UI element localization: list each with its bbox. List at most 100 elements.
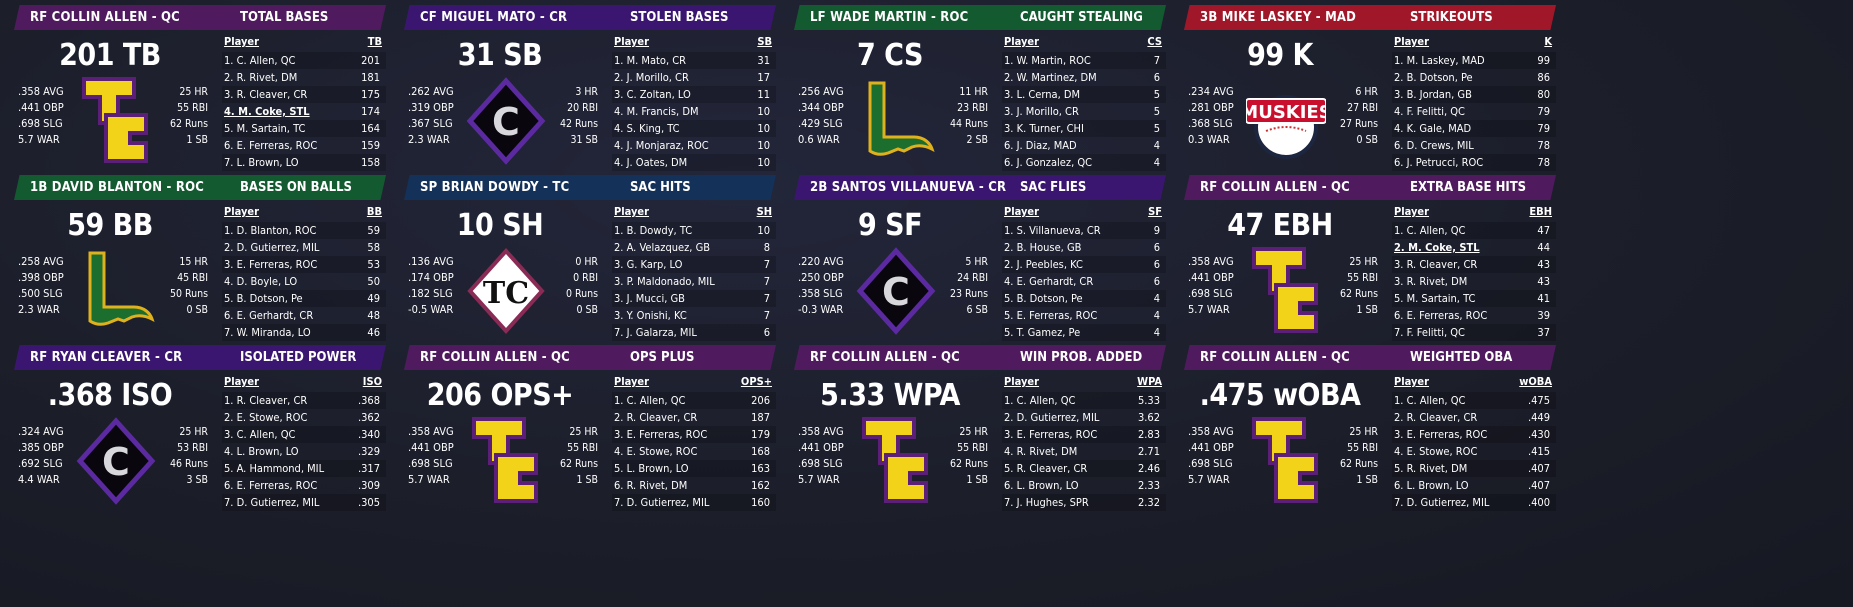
table-row[interactable]: 6. D. Crews, MIL 78 (1392, 137, 1556, 154)
table-row[interactable]: 6. E. Gerhardt, CR 48 (222, 307, 386, 324)
table-row[interactable]: 7. W. Miranda, LO 46 (222, 324, 386, 341)
table-row[interactable]: 3. E. Ferreras, ROC 53 (222, 256, 386, 273)
table-row[interactable]: 1. C. Allen, QC .475 (1392, 392, 1556, 409)
table-row[interactable]: 4. F. Felitti, QC 79 (1392, 103, 1556, 120)
table-row[interactable]: 7. D. Gutierrez, MIL .305 (222, 494, 386, 511)
table-row[interactable]: 7. L. Brown, LO 158 (222, 154, 386, 171)
table-row[interactable]: 3. R. Cleaver, CR 175 (222, 86, 386, 103)
table-row[interactable]: 1. C. Allen, QC 201 (222, 52, 386, 69)
table-row[interactable]: 4. D. Boyle, LO 50 (222, 273, 386, 290)
table-row[interactable]: 4. J. Monjaraz, ROC 10 (612, 137, 776, 154)
leader-card[interactable]: RF COLLIN ALLEN - QC TOTAL BASES 201 TB … (0, 0, 390, 171)
table-row[interactable]: 2. J. Morillo, CR 17 (612, 69, 776, 86)
table-row[interactable]: 3. R. Rivet, DM 43 (1392, 273, 1556, 290)
leader-card[interactable]: CF MIGUEL MATO - CR STOLEN BASES 31 SB .… (390, 0, 780, 171)
table-row[interactable]: 5. B. Dotson, Pe 49 (222, 290, 386, 307)
table-row[interactable]: 4. K. Gale, MAD 79 (1392, 120, 1556, 137)
table-row[interactable]: 5. B. Dotson, Pe 4 (1002, 290, 1166, 307)
table-row[interactable]: 1. M. Laskey, MAD 99 (1392, 52, 1556, 69)
leader-card[interactable]: 3B MIKE LASKEY - MAD STRIKEOUTS 99 K .23… (1170, 0, 1560, 171)
table-row[interactable]: 2. B. Dotson, Pe 86 (1392, 69, 1556, 86)
table-row[interactable]: 1. S. Villanueva, CR 9 (1002, 222, 1166, 239)
table-row[interactable]: 2. D. Gutierrez, MIL 3.62 (1002, 409, 1166, 426)
table-row[interactable]: 2. B. House, GB 6 (1002, 239, 1166, 256)
table-row[interactable]: 5. L. Brown, LO 163 (612, 460, 776, 477)
table-row[interactable]: 2. R. Cleaver, CR 187 (612, 409, 776, 426)
leader-card[interactable]: RF COLLIN ALLEN - QC EXTRA BASE HITS 47 … (1170, 170, 1560, 341)
table-row[interactable]: 1. M. Mato, CR 31 (612, 52, 776, 69)
table-row[interactable]: 5. E. Ferreras, ROC 4 (1002, 307, 1166, 324)
leader-card[interactable]: SP BRIAN DOWDY - TC SAC HITS 10 SH .136 … (390, 170, 780, 341)
table-row[interactable]: 2. W. Martinez, DM 6 (1002, 69, 1166, 86)
table-row[interactable]: 4. S. King, TC 10 (612, 120, 776, 137)
table-row[interactable]: 2. M. Coke, STL 44 (1392, 239, 1556, 256)
table-row[interactable]: 3. Y. Onishi, KC 7 (612, 307, 776, 324)
table-row[interactable]: 7. D. Gutierrez, MIL .400 (1392, 494, 1556, 511)
table-row[interactable]: 1. D. Blanton, ROC 59 (222, 222, 386, 239)
table-row[interactable]: 2. R. Rivet, DM 181 (222, 69, 386, 86)
table-row[interactable]: 3. C. Allen, QC .340 (222, 426, 386, 443)
table-row[interactable]: 3. B. Jordan, GB 80 (1392, 86, 1556, 103)
table-row[interactable]: 6. L. Brown, LO 2.33 (1002, 477, 1166, 494)
table-row[interactable]: 3. E. Ferreras, ROC 179 (612, 426, 776, 443)
table-row[interactable]: 2. R. Cleaver, CR .449 (1392, 409, 1556, 426)
table-row[interactable]: 1. W. Martin, ROC 7 (1002, 52, 1166, 69)
table-row[interactable]: 3. K. Turner, CHI 5 (1002, 120, 1166, 137)
table-row[interactable]: 5. A. Hammond, MIL .317 (222, 460, 386, 477)
leader-card[interactable]: 1B DAVID BLANTON - ROC BASES ON BALLS 59… (0, 170, 390, 341)
stat-category: SAC HITS (630, 180, 691, 195)
table-row[interactable]: 5. R. Cleaver, CR 2.46 (1002, 460, 1166, 477)
table-row[interactable]: 4. L. Brown, LO .329 (222, 443, 386, 460)
counting-stat: 53 RBI (177, 442, 208, 454)
leader-card[interactable]: RF COLLIN ALLEN - QC WEIGHTED OBA .475 w… (1170, 340, 1560, 511)
table-row[interactable]: 2. A. Velazquez, GB 8 (612, 239, 776, 256)
table-row[interactable]: 4. M. Francis, DM 10 (612, 103, 776, 120)
table-row[interactable]: 4. E. Stowe, ROC 168 (612, 443, 776, 460)
leader-card[interactable]: RF COLLIN ALLEN - QC WIN PROB. ADDED 5.3… (780, 340, 1170, 511)
table-row[interactable]: 7. J. Hughes, SPR 2.32 (1002, 494, 1166, 511)
leader-card[interactable]: RF RYAN CLEAVER - CR ISOLATED POWER .368… (0, 340, 390, 511)
table-row[interactable]: 1. C. Allen, QC 206 (612, 392, 776, 409)
table-row[interactable]: 4. E. Stowe, ROC .415 (1392, 443, 1556, 460)
table-row[interactable]: 6. J. Gonzalez, QC 4 (1002, 154, 1166, 171)
table-row[interactable]: 6. E. Ferreras, ROC 159 (222, 137, 386, 154)
table-row[interactable]: 6. J. Petrucci, ROC 78 (1392, 154, 1556, 171)
table-row[interactable]: 1. C. Allen, QC 47 (1392, 222, 1556, 239)
table-row[interactable]: 4. J. Oates, DM 10 (612, 154, 776, 171)
table-row[interactable]: 5. M. Sartain, TC 164 (222, 120, 386, 137)
table-row[interactable]: 6. L. Brown, LO .407 (1392, 477, 1556, 494)
table-row[interactable]: 4. R. Rivet, DM 2.71 (1002, 443, 1166, 460)
table-row[interactable]: 3. P. Maldonado, MIL 7 (612, 273, 776, 290)
table-row[interactable]: 3. J. Morillo, CR 5 (1002, 103, 1166, 120)
table-row[interactable]: 2. E. Stowe, ROC .362 (222, 409, 386, 426)
table-row[interactable]: 3. C. Zoltan, LO 11 (612, 86, 776, 103)
table-row[interactable]: 1. B. Dowdy, TC 10 (612, 222, 776, 239)
table-row[interactable]: 5. R. Rivet, DM .407 (1392, 460, 1556, 477)
table-row[interactable]: 2. D. Gutierrez, MIL 58 (222, 239, 386, 256)
table-row[interactable]: 6. J. Diaz, MAD 4 (1002, 137, 1166, 154)
leader-card[interactable]: 2B SANTOS VILLANUEVA - CR SAC FLIES 9 SF… (780, 170, 1170, 341)
leader-card[interactable]: LF WADE MARTIN - ROC CAUGHT STEALING 7 C… (780, 0, 1170, 171)
table-row[interactable]: 3. L. Cerna, DM 5 (1002, 86, 1166, 103)
table-row[interactable]: 5. T. Gamez, Pe 4 (1002, 324, 1166, 341)
table-row[interactable]: 1. R. Cleaver, CR .368 (222, 392, 386, 409)
table-row[interactable]: 3. R. Cleaver, CR 43 (1392, 256, 1556, 273)
table-row[interactable]: 4. M. Coke, STL 174 (222, 103, 386, 120)
table-row[interactable]: 5. M. Sartain, TC 41 (1392, 290, 1556, 307)
table-row[interactable]: 6. R. Rivet, DM 162 (612, 477, 776, 494)
rate-stats: .324 AVG .385 OBP .692 SLG 4.4 WAR (18, 424, 64, 488)
table-row[interactable]: 2. J. Peebles, KC 6 (1002, 256, 1166, 273)
table-row[interactable]: 4. E. Gerhardt, CR 6 (1002, 273, 1166, 290)
table-row[interactable]: 6. E. Ferreras, ROC 39 (1392, 307, 1556, 324)
table-row[interactable]: 3. J. Mucci, GB 7 (612, 290, 776, 307)
table-row[interactable]: 6. E. Ferreras, ROC .309 (222, 477, 386, 494)
table-row[interactable]: 7. D. Gutierrez, MIL 160 (612, 494, 776, 511)
table-row[interactable]: 1. C. Allen, QC 5.33 (1002, 392, 1166, 409)
table-row[interactable]: 7. F. Felitti, QC 37 (1392, 324, 1556, 341)
leader-card[interactable]: RF COLLIN ALLEN - QC OPS PLUS 206 OPS+ .… (390, 340, 780, 511)
table-row[interactable]: 3. E. Ferreras, ROC .430 (1392, 426, 1556, 443)
table-row[interactable]: 7. J. Galarza, MIL 6 (612, 324, 776, 341)
table-row[interactable]: 3. G. Karp, LO 7 (612, 256, 776, 273)
table-row[interactable]: 3. E. Ferreras, ROC 2.83 (1002, 426, 1166, 443)
row-player: 3. C. Zoltan, LO (614, 88, 691, 101)
